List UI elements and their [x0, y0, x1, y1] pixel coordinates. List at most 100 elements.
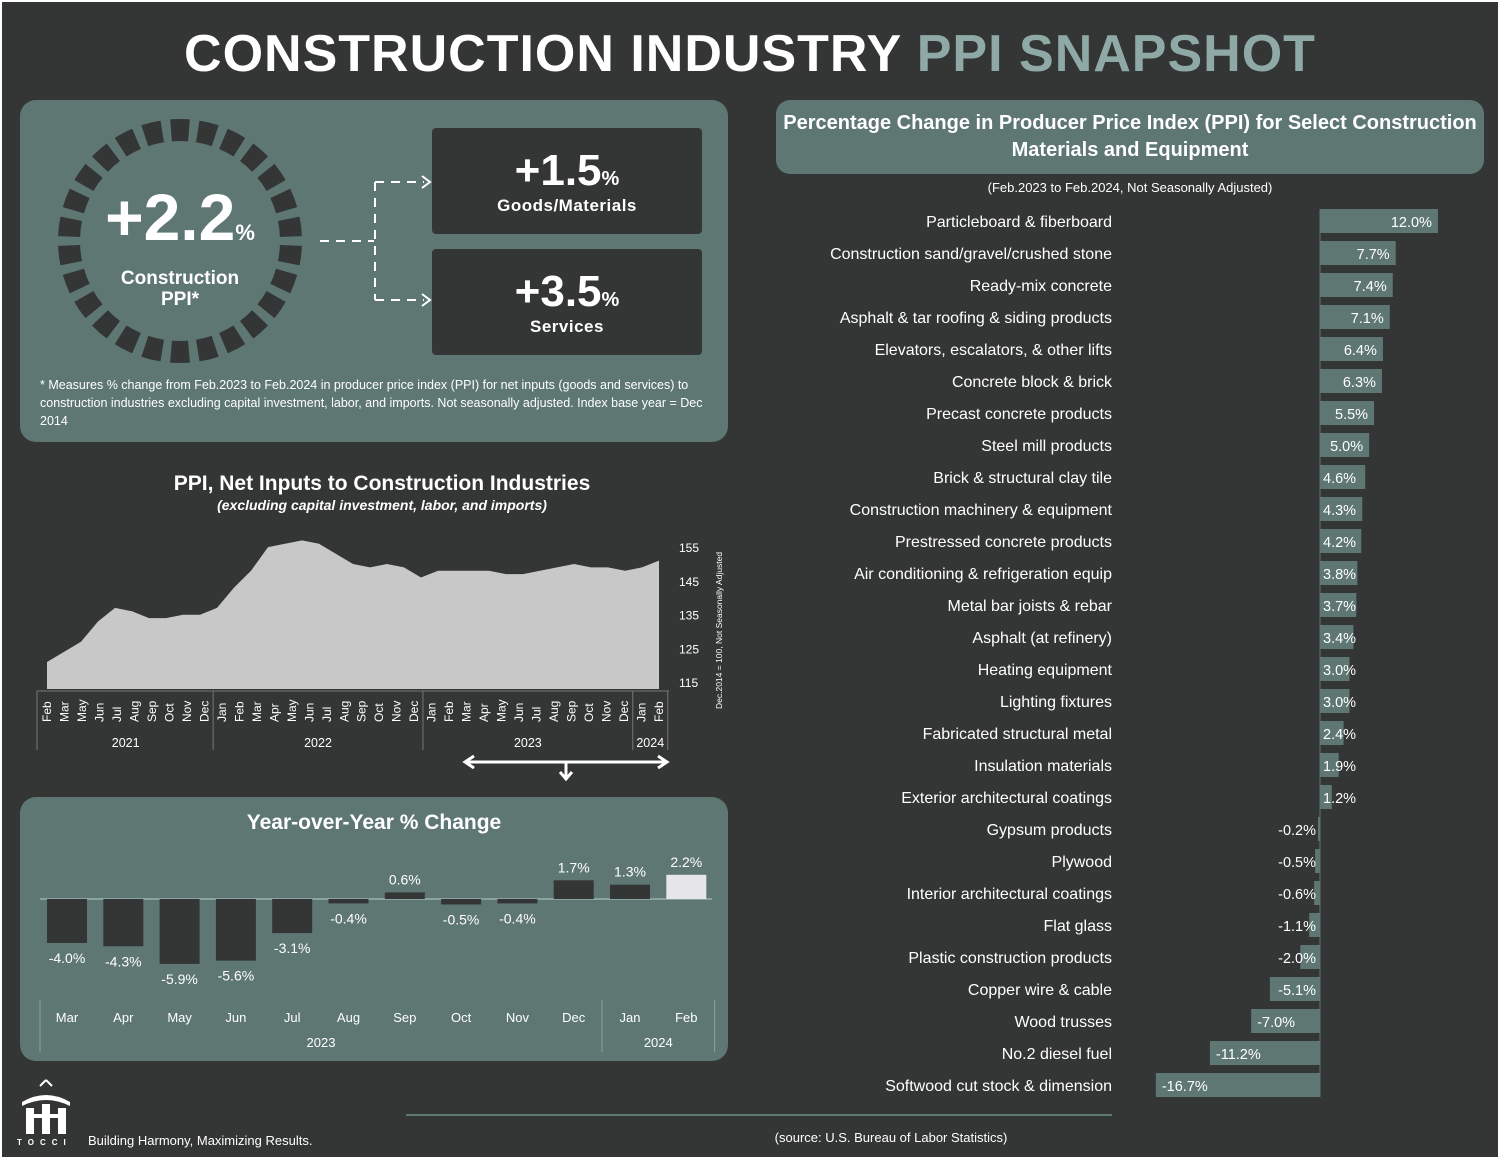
x-tick-label: Jan: [215, 703, 229, 722]
yoy-value-label: -0.5%: [443, 912, 480, 928]
category-label: Particleboard & fiberboard: [926, 214, 1112, 231]
source-note: (source: U.S. Bureau of Labor Statistics…: [406, 1130, 1376, 1145]
value-label: 2.4%: [1323, 727, 1356, 743]
value-label: 3.8%: [1323, 567, 1356, 583]
ring-segment: [92, 310, 120, 338]
ring-segment: [219, 326, 245, 354]
logo-wordmark: TOCCI: [17, 1138, 72, 1147]
tocci-logo-icon: [16, 1076, 76, 1138]
services-label: Services: [432, 317, 702, 337]
x-tick-label: May: [285, 699, 299, 722]
pct-chart-title: Percentage Change in Producer Price Inde…: [776, 100, 1484, 174]
x-tick-label: Feb: [442, 701, 456, 722]
title-part2: PPI SNAPSHOT: [917, 25, 1316, 83]
category-label: Plywood: [1052, 854, 1112, 871]
value-label: 3.0%: [1323, 663, 1356, 679]
category-label: Construction machinery & equipment: [850, 502, 1113, 519]
yoy-month-label: Apr: [113, 1010, 134, 1025]
value-label: 6.3%: [1343, 375, 1376, 391]
x-tick-label: Sep: [145, 700, 159, 722]
yoy-bar: [103, 899, 143, 946]
yoy-bar: [329, 899, 369, 903]
value-label: -2.0%: [1278, 951, 1316, 967]
tagline: Building Harmony, Maximizing Results.: [88, 1133, 312, 1148]
x-tick-label: Nov: [390, 701, 404, 722]
x-tick-label: May: [75, 699, 89, 722]
yoy-month-label: May: [167, 1010, 192, 1025]
value-label: 1.9%: [1323, 759, 1356, 775]
goods-unit: %: [602, 168, 620, 190]
ring-segment: [58, 245, 82, 265]
year-label: 2021: [112, 736, 140, 750]
connector-arrows-icon: [320, 182, 424, 300]
ring-segment: [115, 326, 141, 354]
services-unit: %: [602, 289, 620, 311]
yoy-month-label: Aug: [337, 1010, 360, 1025]
x-tick-label: Aug: [547, 701, 561, 722]
value-label: -0.5%: [1278, 855, 1316, 871]
yoy-month-label: Jan: [620, 1010, 641, 1025]
value-label: -0.6%: [1278, 887, 1316, 903]
x-tick-label: Sep: [565, 700, 579, 722]
category-label: Gypsum products: [987, 822, 1112, 839]
ring-segment: [92, 143, 120, 171]
ring-segment: [240, 143, 268, 171]
yoy-bar: [272, 899, 312, 933]
yoy-bar: [160, 899, 200, 964]
yoy-value-label: -5.6%: [218, 968, 255, 984]
category-label: Insulation materials: [974, 758, 1112, 775]
y-tick-label: 115: [679, 676, 698, 690]
category-label: Ready-mix concrete: [970, 278, 1112, 295]
category-label: Heating equipment: [978, 662, 1113, 679]
x-tick-label: Nov: [600, 701, 614, 722]
goods-label: Goods/Materials: [432, 196, 702, 216]
yoy-month-label: Mar: [56, 1010, 79, 1025]
page-title: CONSTRUCTION INDUSTRY PPI SNAPSHOT: [2, 24, 1498, 84]
ppi-summary-panel: +2.2% Construction PPI* +1.5% Goods/Mate…: [20, 100, 728, 442]
value-label: 3.0%: [1323, 695, 1356, 711]
value-label: -0.2%: [1278, 823, 1316, 839]
yoy-month-label: Jun: [225, 1010, 246, 1025]
goods-materials-box: +1.5% Goods/Materials: [432, 128, 702, 234]
yoy-value-label: -5.9%: [161, 971, 198, 987]
yoy-bar: [385, 892, 425, 899]
value-label: -1.1%: [1278, 919, 1316, 935]
category-label: Asphalt & tar roofing & siding products: [840, 310, 1112, 327]
area-chart-title: PPI, Net Inputs to Construction Industri…: [142, 472, 622, 496]
yoy-value-label: 1.7%: [558, 859, 590, 875]
value-label: 12.0%: [1391, 215, 1432, 231]
footer-divider: [406, 1114, 1112, 1116]
yoy-month-label: Sep: [393, 1010, 416, 1025]
services-value: +3.5: [515, 267, 602, 316]
value-label: 7.7%: [1357, 247, 1390, 263]
ring-segment: [278, 217, 302, 237]
construction-ppi-value: +2.2% Construction PPI*: [80, 182, 280, 310]
ppi-unit: %: [235, 220, 255, 245]
category-label: Fabricated structural metal: [923, 726, 1112, 743]
x-tick-label: Jan: [425, 703, 439, 722]
value-label: 1.2%: [1323, 791, 1356, 807]
ring-segment: [219, 129, 245, 157]
y-tick-label: 125: [679, 642, 699, 656]
x-tick-label: Feb: [40, 701, 54, 722]
ring-segment: [141, 336, 164, 362]
value-label: 5.5%: [1335, 407, 1368, 423]
x-tick-label: Feb: [652, 701, 666, 722]
x-tick-label: Nov: [180, 701, 194, 722]
value-label: 4.6%: [1323, 471, 1356, 487]
yoy-value-label: 0.6%: [389, 871, 421, 887]
category-label: Copper wire & cable: [968, 982, 1112, 999]
category-label: Wood trusses: [1014, 1014, 1112, 1031]
ring-segment: [170, 341, 190, 363]
x-tick-label: Oct: [162, 703, 176, 722]
y-tick-label: 145: [679, 575, 699, 589]
x-tick-label: Aug: [127, 701, 141, 722]
value-label: -11.2%: [1216, 1047, 1261, 1063]
category-label: Asphalt (at refinery): [972, 630, 1112, 647]
year-label: 2022: [304, 736, 332, 750]
y-axis-label: Dec.2014 = 100, Not Seasonally Adjusted: [714, 552, 724, 709]
area-chart-subtitle: (excluding capital investment, labor, an…: [142, 497, 622, 513]
category-label: Concrete block & brick: [952, 374, 1113, 391]
